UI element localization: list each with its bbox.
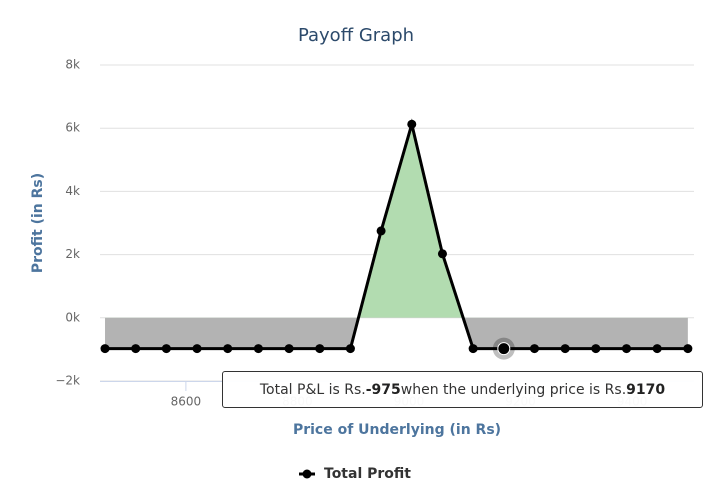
tooltip-price: 9170	[626, 381, 666, 398]
x-tick-label: 8600	[171, 395, 202, 409]
marker	[345, 344, 355, 354]
tooltip-text: when the underlying price is Rs.	[400, 381, 627, 398]
legend-label[interactable]: Total Profit	[324, 466, 411, 482]
legend-symbol	[302, 469, 312, 479]
marker	[591, 344, 601, 354]
tooltip: Total P&L is Rs. -975 when the underlyin…	[222, 371, 703, 408]
x-axis-title: Price of Underlying (in Rs)	[293, 422, 501, 438]
marker	[468, 344, 478, 354]
y-tick-label: −2k	[55, 374, 80, 388]
tooltip-text: Total P&L is Rs.	[259, 381, 366, 398]
loss-area	[105, 317, 688, 349]
marker	[529, 344, 539, 354]
marker	[223, 344, 233, 354]
line	[105, 118, 688, 351]
y-tick-label: 8k	[65, 58, 80, 72]
y-tick-label: 0k	[65, 310, 80, 324]
y-tick-label: 4k	[65, 184, 80, 198]
marker	[407, 119, 417, 129]
marker	[253, 344, 263, 354]
y-tick-label: 6k	[65, 121, 80, 135]
marker	[192, 344, 202, 354]
marker	[622, 344, 632, 354]
marker	[437, 249, 447, 259]
marker	[315, 344, 325, 354]
profit-area	[358, 124, 464, 318]
y-tick-label: 2k	[65, 247, 80, 261]
marker	[560, 344, 570, 354]
marker	[652, 344, 662, 354]
y-axis-title: Profit (in Rs)	[30, 173, 46, 273]
marker	[161, 344, 171, 354]
marker	[683, 344, 693, 354]
marker	[497, 342, 511, 356]
tooltip-value: -975	[365, 381, 401, 398]
chart-title: Payoff Graph	[298, 25, 414, 46]
marker	[100, 344, 110, 354]
marker	[376, 226, 386, 236]
marker	[131, 344, 141, 354]
marker	[284, 344, 294, 354]
